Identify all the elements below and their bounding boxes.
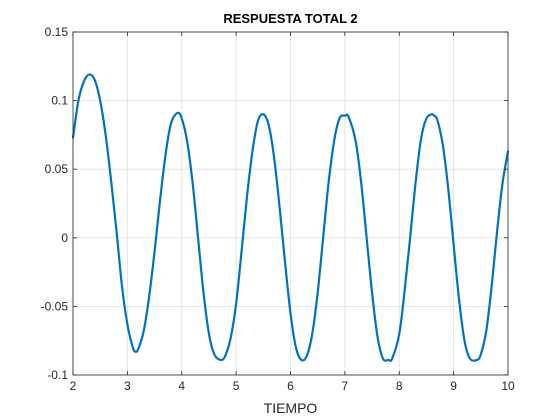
x-tick-label: 8 (396, 379, 403, 393)
series-layer (71, 73, 510, 362)
x-tick-label: 2 (70, 379, 77, 393)
y-tick-label: 0 (61, 231, 68, 245)
chart-title: RESPUESTA TOTAL 2 (223, 11, 357, 26)
series-line (71, 73, 510, 362)
y-tick-label: 0.15 (45, 25, 69, 39)
y-tick-label: 0.05 (45, 162, 69, 176)
y-axis-ticks: -0.1 -0.05 0 0.05 0.1 0.15 (41, 25, 508, 382)
x-tick-label: 3 (124, 379, 131, 393)
x-tick-label: 7 (342, 379, 349, 393)
x-tick-label: 4 (178, 379, 185, 393)
x-tick-label: 10 (501, 379, 515, 393)
y-tick-label: -0.05 (41, 299, 69, 313)
y-tick-label: -0.1 (47, 368, 68, 382)
x-tick-label: 5 (233, 379, 240, 393)
x-axis-ticks: 2 3 4 5 6 7 8 9 10 (70, 32, 515, 393)
y-tick-label: 0.1 (51, 94, 68, 108)
x-axis-label: TIEMPO (264, 400, 318, 416)
x-tick-label: 9 (450, 379, 457, 393)
x-tick-label: 6 (287, 379, 294, 393)
